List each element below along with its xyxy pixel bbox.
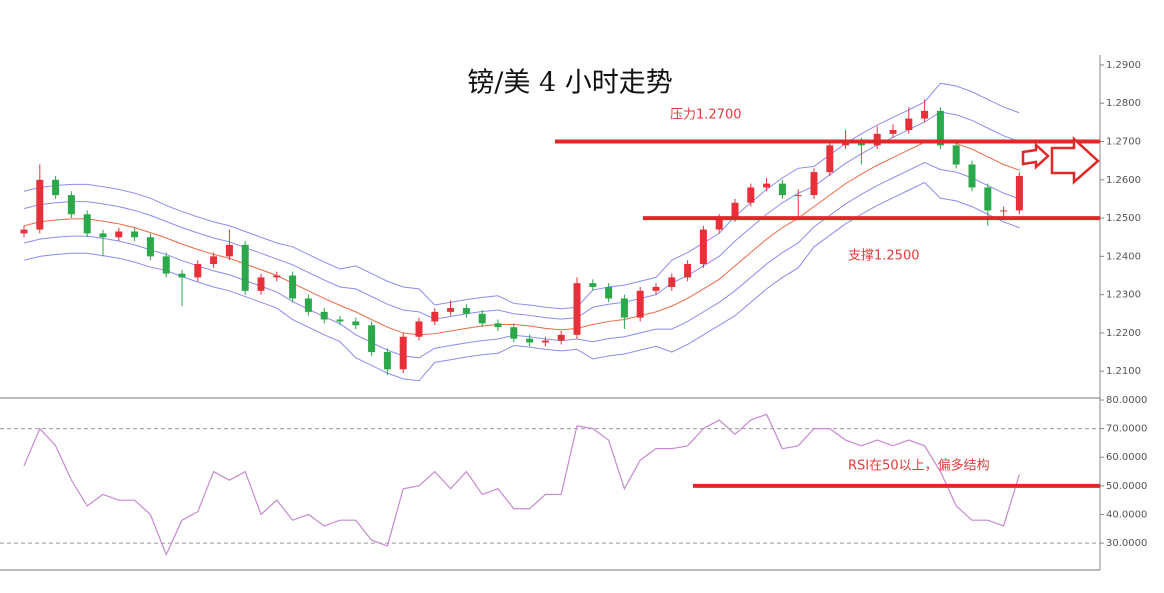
candle-body: [668, 277, 676, 287]
arrow-small: [1021, 142, 1050, 170]
y-tick-label: 1.2500: [1106, 213, 1141, 224]
candle-body: [636, 290, 644, 318]
candle-body: [731, 202, 739, 219]
candle-body: [225, 244, 233, 257]
candle-body: [257, 277, 265, 291]
candle-body: [684, 264, 692, 278]
candle-body: [526, 338, 534, 343]
candle-body: [652, 286, 660, 291]
candle-body: [968, 164, 976, 188]
y-tick-label: 1.2300: [1106, 290, 1141, 301]
y-tick-label: 1.2900: [1106, 60, 1141, 71]
candle-body: [67, 195, 75, 215]
level-label: 压力1.2700: [670, 108, 742, 123]
candle-body: [352, 321, 360, 326]
candle-body: [162, 256, 170, 274]
candle-body: [605, 286, 613, 299]
candle-body: [1015, 175, 1023, 211]
candle-body: [952, 145, 960, 165]
candle-body: [36, 179, 44, 230]
y-tick-label: 1.2400: [1106, 251, 1141, 262]
candle-body: [146, 237, 154, 257]
candle-body: [368, 325, 376, 353]
y-tick-label: 40.0000: [1106, 509, 1147, 520]
level-label: RSI在50以上，偏多结构: [848, 458, 990, 474]
y-tick-label: 60.0000: [1106, 452, 1147, 463]
candle-body: [336, 319, 344, 322]
candle-body: [936, 110, 944, 146]
candle-body: [747, 187, 755, 203]
y-tick-label: 30.0000: [1106, 538, 1147, 549]
candle-body: [210, 256, 218, 265]
y-tick-label: 1.2600: [1106, 175, 1141, 186]
candle-body: [889, 130, 897, 134]
rsi-line: [23, 413, 1020, 557]
band-line: [23, 111, 1020, 320]
candle-body: [1000, 210, 1008, 212]
level-label: 支撑1.2500: [848, 249, 920, 264]
band-line: [23, 140, 1020, 336]
candle-body: [589, 283, 597, 287]
band-line: [23, 162, 1020, 359]
candle-body: [447, 308, 455, 312]
candle-body: [905, 118, 913, 131]
candle-body: [794, 195, 802, 197]
candle-body: [178, 273, 186, 278]
plot-layer: 1.2900 1.2800 1.2700 1.2600 1.2500 1.2400 1.23…: [0, 60, 1147, 557]
candle-body: [289, 275, 297, 299]
y-tick-label: 1.2100: [1106, 366, 1141, 377]
candle-body: [494, 323, 502, 328]
candle-body: [20, 229, 28, 234]
candle-body: [115, 231, 123, 238]
y-tick-label: 1.2800: [1106, 98, 1141, 109]
candle-body: [52, 179, 60, 196]
candle-body: [320, 311, 328, 320]
candle-body: [541, 340, 549, 343]
candle-body: [478, 313, 486, 324]
candle-body: [763, 183, 771, 188]
band-line: [23, 82, 1020, 310]
candle-body: [273, 275, 281, 278]
y-tick-label: 1.2200: [1106, 328, 1141, 339]
candle-body: [83, 214, 91, 234]
candle-body: [826, 145, 834, 173]
candle-body: [415, 321, 423, 337]
candle-body: [304, 298, 312, 312]
arrow-large: [1050, 136, 1100, 185]
candle-body: [984, 187, 992, 211]
candle-body: [699, 229, 707, 265]
candle-body: [778, 183, 786, 196]
chart-title: 镑/美 4 小时走势: [467, 68, 672, 99]
y-tick-label: 1.2700: [1106, 137, 1141, 148]
candle-body: [573, 283, 581, 335]
candle-body: [431, 311, 439, 322]
candle-body: [715, 218, 723, 230]
candle-body: [557, 334, 565, 341]
y-tick-label: 80.0000: [1106, 395, 1147, 406]
y-tick-label: 50.0000: [1106, 481, 1147, 492]
candle-body: [510, 327, 518, 339]
candle-body: [462, 308, 470, 314]
candle-body: [810, 172, 818, 196]
candle-body: [620, 298, 628, 318]
candle-body: [194, 264, 202, 278]
candle-body: [399, 336, 407, 370]
candle-body: [921, 110, 929, 119]
candle-body: [241, 244, 249, 291]
candle-body: [99, 233, 107, 238]
y-tick-label: 70.0000: [1106, 424, 1147, 435]
candle-body: [131, 231, 139, 238]
candle-body: [383, 352, 391, 370]
